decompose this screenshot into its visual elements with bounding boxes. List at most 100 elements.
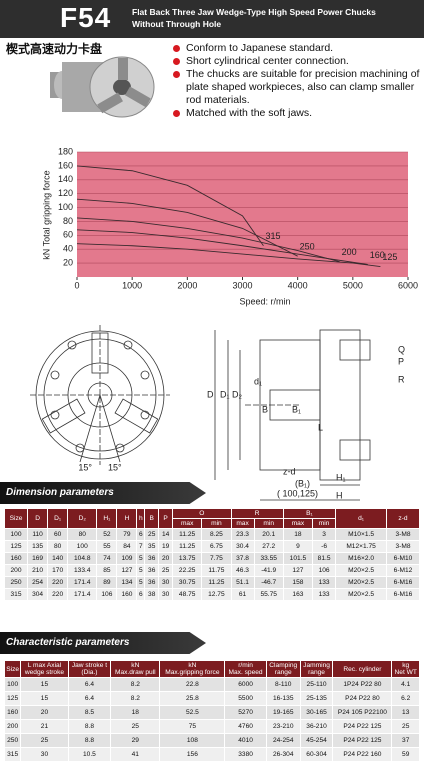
table-cell: 41 xyxy=(110,747,161,762)
table-cell: 170 xyxy=(47,564,69,577)
table-cell: 12.75 xyxy=(201,588,232,601)
y-tick-label: 80 xyxy=(63,216,73,226)
x-axis-label: Speed: r/min xyxy=(239,296,290,306)
table-cell: 134 xyxy=(116,576,138,589)
series-label: 315 xyxy=(265,231,280,241)
table-cell: 8.25 xyxy=(201,528,232,541)
table-cell: 25 xyxy=(20,733,69,748)
table-cell: 81.5 xyxy=(312,552,337,565)
title: Flat Back Three Jaw Wedge-Type High Spee… xyxy=(132,7,376,29)
table-cell: 36 xyxy=(144,552,160,565)
header-line: r/min xyxy=(238,662,253,669)
side-view xyxy=(214,329,371,501)
column-header: Rec. cylinder xyxy=(332,660,393,678)
y-tick-label: 60 xyxy=(63,230,73,240)
drawing-label: H₁ xyxy=(336,472,346,482)
table-cell: 8.8 xyxy=(67,733,112,748)
model: F54 xyxy=(60,2,112,33)
header-line: Rec. cylinder xyxy=(343,665,382,673)
table-cell: 133 xyxy=(312,588,337,601)
column-header: Size xyxy=(3,660,22,678)
section-banner: Dimension parameters xyxy=(0,482,206,504)
column-header: Clamping range xyxy=(265,660,301,678)
table-cell: 37.8 xyxy=(230,552,255,565)
table-cell: 23-210 xyxy=(265,719,301,734)
table-cell: 100 xyxy=(3,528,29,541)
table-cell: 59 xyxy=(391,747,420,762)
column-header: P xyxy=(158,508,174,529)
chuck-image xyxy=(50,56,155,118)
drawing-label: ( 100,125) xyxy=(277,488,318,498)
feature: Short cylindrical center connection. xyxy=(172,55,422,68)
series-line xyxy=(76,198,298,257)
y-tick-label: 120 xyxy=(58,188,73,198)
table-cell: 6.4 xyxy=(67,691,112,706)
table-cell: P24 P22 125 xyxy=(332,719,393,734)
y-tick-label: 160 xyxy=(58,160,73,170)
table-cell: 22.8 xyxy=(159,677,226,692)
table-cell: 254 xyxy=(27,576,49,589)
table-body: 100 110 60 80 52 79 6 25 14 11.25 8.25 23.3 20.1 18 3 M… xyxy=(3,528,420,601)
series-line xyxy=(76,217,340,263)
series-label: 200 xyxy=(342,247,357,257)
group-header: R xyxy=(230,508,284,519)
column-header: Size xyxy=(3,508,29,529)
table-cell: 48.75 xyxy=(172,588,203,601)
header-line: Max.draw pull xyxy=(114,669,156,676)
table-cell: 80 xyxy=(47,540,69,553)
y-tick-label: 180 xyxy=(58,146,73,156)
table-cell: 220 xyxy=(47,588,69,601)
table-cell: 25-135 xyxy=(299,691,334,706)
table-cell: 8.5 xyxy=(67,705,112,720)
front-view xyxy=(30,325,170,465)
table-cell: 101.5 xyxy=(282,552,314,565)
table-cell: 109 xyxy=(116,552,138,565)
table-cell: 106 xyxy=(96,588,118,601)
table-cell: 6-M16 xyxy=(386,588,420,601)
table-cell: 25 xyxy=(158,564,174,577)
table-cell: 36 xyxy=(144,564,160,577)
drawing-label: z-d xyxy=(283,466,296,476)
sub-header: max xyxy=(282,518,314,529)
table-cell: 15 xyxy=(20,691,69,706)
table-cell: 84 xyxy=(116,540,138,553)
table-cell: 11.25 xyxy=(201,576,232,589)
table-cell: 127 xyxy=(116,564,138,577)
header-line: Jamming xyxy=(303,662,330,669)
header-line: Max. speed xyxy=(228,669,263,676)
drawing-label: 15° xyxy=(108,462,122,472)
table-cell: 160 xyxy=(116,588,138,601)
table-cell: -46.7 xyxy=(253,576,284,589)
table-cell: 140 xyxy=(47,552,69,565)
subtitle: 楔式高速动力卡盘 xyxy=(6,42,103,56)
table-cell: 52 xyxy=(96,528,118,541)
table-cell: 13.75 xyxy=(172,552,203,565)
table-cell: 30.75 xyxy=(172,576,203,589)
table-cell: 30 xyxy=(158,576,174,589)
table-cell: 5270 xyxy=(224,705,267,720)
table-cell: 6 xyxy=(136,528,146,541)
y-tick-label: 100 xyxy=(58,202,73,212)
table-cell: 8.8 xyxy=(67,719,112,734)
table-cell: 24-254 xyxy=(265,733,301,748)
header-line: Clamping xyxy=(269,662,298,669)
y-tick-label: 40 xyxy=(63,244,73,254)
table-cell: 5 xyxy=(136,576,146,589)
table-cell: 5 xyxy=(136,564,146,577)
drawing-label: R xyxy=(398,374,405,384)
characteristic-table: Size L max Axial wedge stroke Jaw stroke t(… xyxy=(3,660,420,762)
table-cell: 25 xyxy=(110,719,161,734)
table-cell: 19 xyxy=(158,540,174,553)
table-cell: 171.4 xyxy=(67,576,98,589)
table-cell: 3-M8 xyxy=(386,528,420,541)
table-cell: 38 xyxy=(144,588,160,601)
feature: Conform to Japanese standard. xyxy=(172,42,422,55)
table-cell: P24 105 P22100 xyxy=(332,705,393,720)
sub-header: max xyxy=(230,518,255,529)
header-line: Max.gripping force xyxy=(165,669,220,676)
drawing-label: Q xyxy=(398,344,405,354)
characteristic-table-wrap: Size L max Axial wedge stroke Jaw stroke t(… xyxy=(3,660,420,762)
header-line: kN xyxy=(188,662,197,669)
table-cell: 27.2 xyxy=(253,540,284,553)
